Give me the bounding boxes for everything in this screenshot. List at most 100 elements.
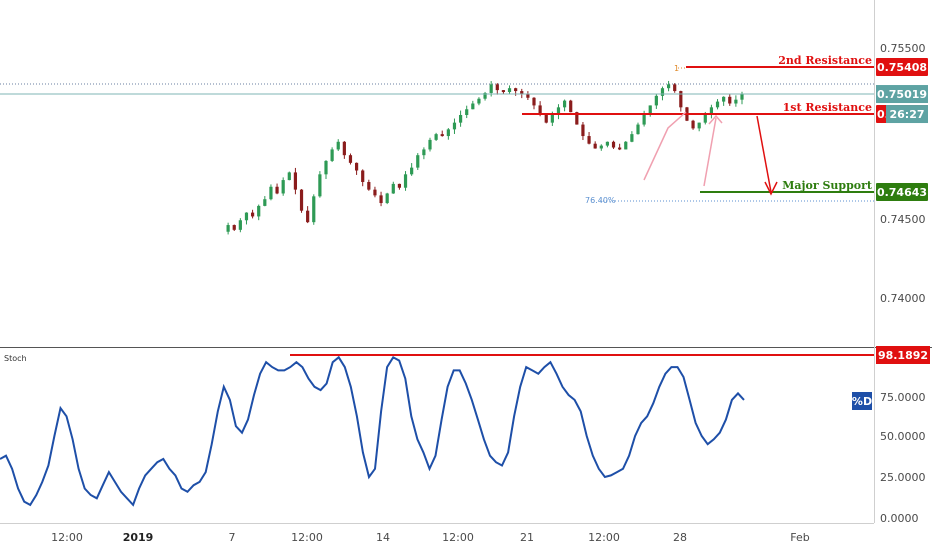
candle-body	[281, 180, 285, 194]
candle-body	[550, 114, 554, 123]
candle-body	[618, 147, 622, 150]
candle-body	[446, 129, 450, 137]
candle-body	[238, 220, 242, 230]
candle-body	[471, 103, 475, 110]
price-tick-label: 0.74000	[880, 292, 926, 305]
candle-body	[514, 88, 518, 92]
candle-body	[330, 149, 334, 161]
price-pane[interactable]	[0, 0, 874, 348]
candle-body	[263, 199, 267, 206]
candle-body	[562, 100, 567, 108]
candle-body	[410, 167, 414, 175]
stoch-tick-label: 50.0000	[880, 430, 926, 443]
candle-body	[422, 149, 426, 156]
candle-body	[715, 101, 720, 108]
stoch-resistance-badge	[876, 346, 930, 364]
stoch-resistance-text: 98.1892	[878, 349, 928, 362]
candle-body	[666, 84, 671, 89]
candle-body	[269, 186, 273, 200]
candle-body	[397, 183, 402, 188]
overlays-group: 76.40% 1 2nd Resistance 0.75408 1st Resistan…	[0, 54, 930, 507]
level-price-badge	[876, 58, 928, 76]
candle-body	[403, 174, 408, 188]
candle-body	[575, 112, 579, 125]
candle-body	[391, 183, 395, 194]
candles-group	[226, 80, 744, 235]
candle-body	[244, 212, 249, 221]
candle-body	[593, 143, 597, 149]
candle-body	[520, 91, 524, 94]
candle-body	[581, 124, 585, 137]
stoch-title: Stoch	[4, 354, 27, 363]
candle-body	[532, 97, 536, 106]
countdown-text: 26:27	[889, 108, 924, 121]
candle-body	[312, 196, 316, 223]
candle-body	[538, 105, 542, 115]
candle-body	[440, 134, 444, 137]
candle-body	[348, 155, 353, 163]
fib-76-label: 76.40%	[585, 196, 616, 205]
candle-body	[257, 205, 261, 217]
stoch-series-badge	[852, 392, 872, 410]
time-tick-label: Feb	[790, 531, 809, 544]
price-tick-label: 0.74500	[880, 213, 926, 226]
candle-body	[306, 210, 310, 223]
stoch-tick-label: 75.0000	[880, 391, 926, 404]
candle-body	[648, 105, 652, 114]
candle-body	[232, 225, 236, 230]
level-price-text: 0.75408	[877, 61, 927, 74]
candle-body	[660, 88, 665, 96]
candle-body	[624, 141, 628, 150]
projection-up-path	[643, 111, 687, 181]
candle-body	[477, 98, 481, 104]
candle-body	[507, 88, 512, 93]
candle-body	[526, 93, 530, 98]
candle-body	[489, 84, 493, 93]
current-price-badge	[876, 85, 928, 104]
time-tick-label: 21	[520, 531, 534, 544]
candle-body	[336, 141, 340, 150]
candle-body	[428, 139, 432, 150]
candle-body	[287, 172, 291, 181]
candle-body	[630, 134, 634, 142]
candle-body	[544, 114, 548, 123]
candle-body	[636, 124, 640, 135]
candle-body	[354, 162, 359, 171]
candle-body	[342, 141, 346, 156]
candle-body	[703, 114, 707, 123]
candle-body	[605, 141, 610, 146]
stoch-tick-label: 25.0000	[880, 471, 926, 484]
candle-body	[495, 84, 499, 91]
candle-body	[691, 120, 695, 129]
candle-body	[709, 107, 714, 115]
candle-body	[728, 96, 732, 104]
red-down-arrowhead	[764, 181, 778, 196]
candle-body	[465, 109, 469, 115]
time-tick-label: 28	[673, 531, 687, 544]
candle-body	[373, 189, 377, 196]
candle-body	[611, 141, 616, 148]
countdown-badge	[886, 105, 928, 124]
candle-body	[569, 100, 573, 113]
candle-body	[722, 96, 726, 102]
stoch-pane[interactable]	[0, 348, 874, 523]
price-tick-label: 0.75500	[880, 42, 926, 55]
candle-body	[416, 155, 420, 168]
candle-body	[679, 91, 683, 108]
candle-body	[361, 170, 365, 182]
level-label: 2nd Resistance	[778, 54, 872, 67]
stoch-series-name: %D	[852, 395, 872, 408]
candle-body	[385, 193, 389, 204]
candle-body	[452, 122, 457, 130]
candle-body	[483, 92, 487, 99]
candle-body	[587, 136, 591, 144]
level-price-badge	[876, 183, 928, 201]
candle-body	[379, 195, 383, 204]
time-tick-label: 12:00	[291, 531, 323, 544]
time-tick-label: 12:00	[442, 531, 474, 544]
candle-body	[740, 93, 744, 100]
time-tick-label: 14	[376, 531, 390, 544]
candle-body	[367, 181, 371, 190]
level-price-text: 0.74643	[877, 186, 927, 199]
